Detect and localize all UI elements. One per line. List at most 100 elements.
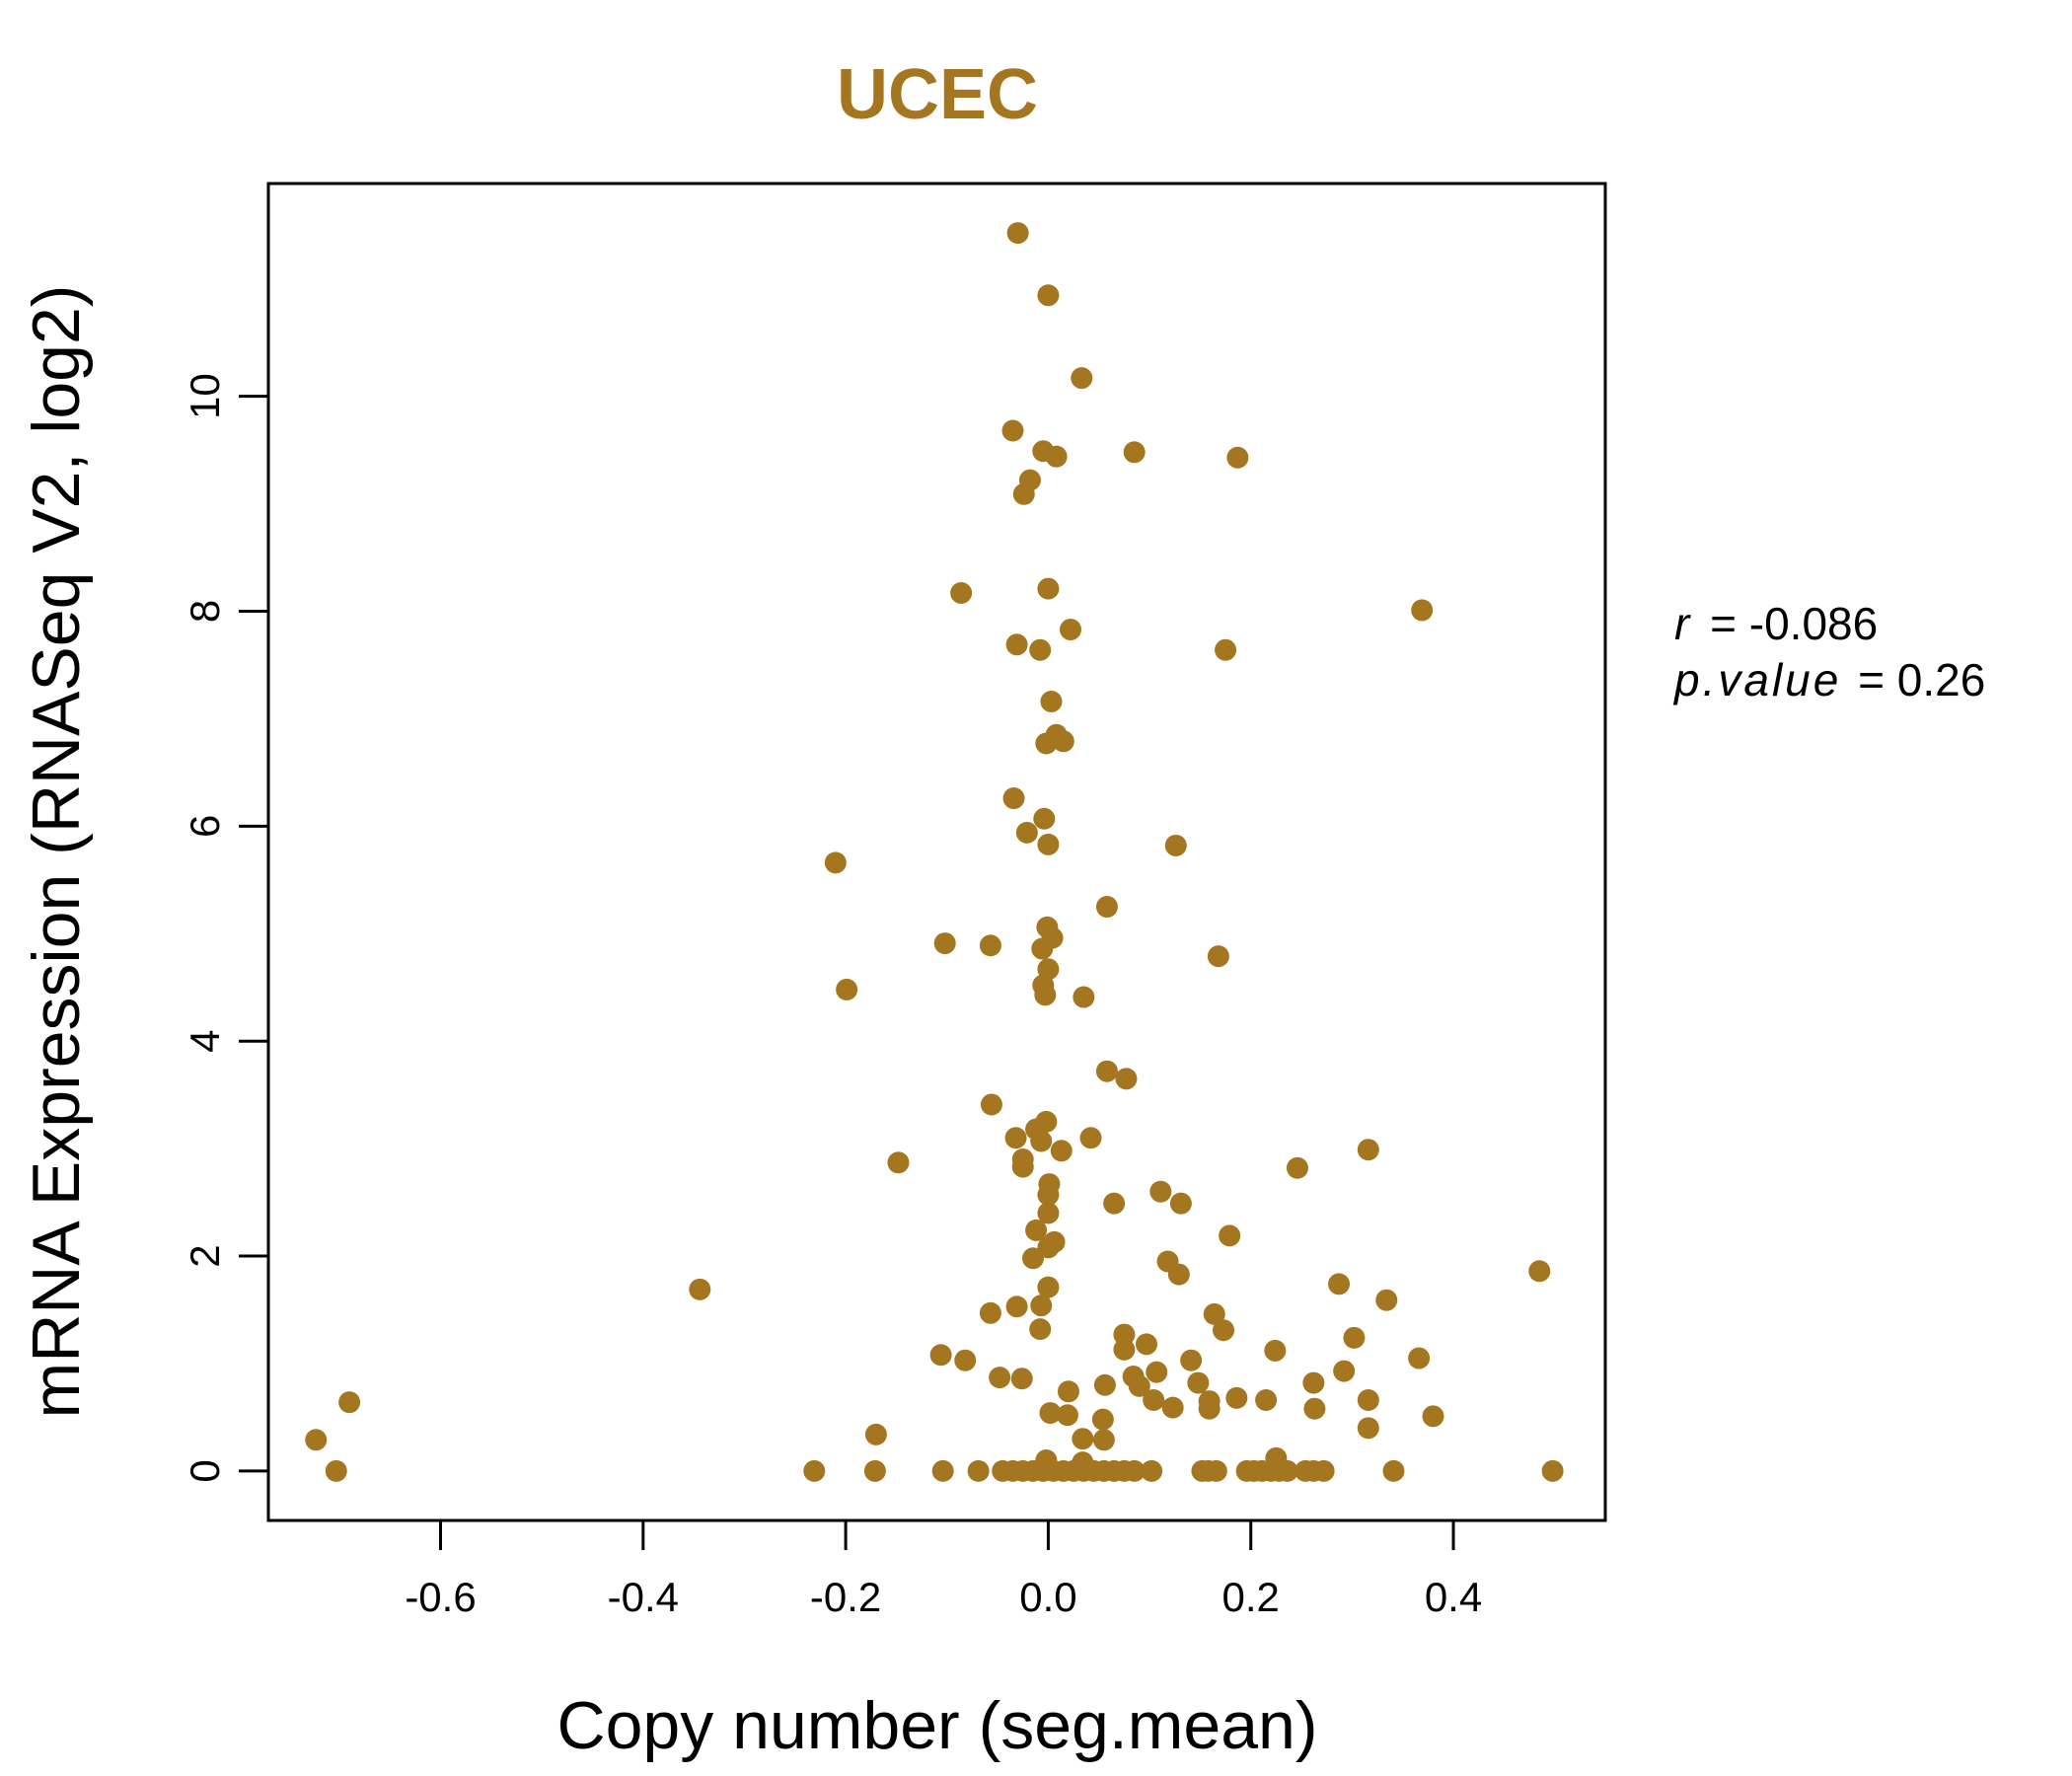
x-tick-label: 0.4 bbox=[1425, 1574, 1482, 1620]
data-point bbox=[1022, 1247, 1045, 1270]
data-point bbox=[1207, 945, 1229, 968]
data-point bbox=[1093, 1373, 1116, 1396]
r-stat: r = -0.086 bbox=[1674, 598, 1878, 649]
data-point bbox=[1128, 1374, 1150, 1397]
data-point bbox=[1091, 1408, 1114, 1431]
data-point bbox=[1001, 419, 1024, 442]
data-point bbox=[929, 1344, 952, 1367]
data-point bbox=[1072, 1451, 1094, 1474]
data-point bbox=[1057, 1380, 1079, 1403]
data-point bbox=[1071, 367, 1093, 390]
data-point bbox=[1198, 1397, 1221, 1420]
x-tick-label: -0.2 bbox=[810, 1574, 881, 1620]
data-point bbox=[931, 1459, 954, 1482]
data-point bbox=[325, 1459, 347, 1482]
y-tick-label: 4 bbox=[182, 1030, 228, 1053]
data-point bbox=[1025, 1219, 1048, 1241]
data-point bbox=[1382, 1459, 1405, 1482]
data-point bbox=[1060, 619, 1081, 641]
data-point bbox=[1375, 1289, 1398, 1311]
data-point bbox=[1095, 1060, 1118, 1082]
data-point bbox=[1103, 1192, 1126, 1215]
data-point bbox=[1010, 1368, 1033, 1390]
data-point bbox=[1180, 1349, 1203, 1371]
chart-title: UCEC bbox=[837, 55, 1038, 134]
y-tick-label: 2 bbox=[182, 1244, 228, 1267]
data-point bbox=[305, 1429, 328, 1451]
data-point bbox=[980, 1093, 1002, 1116]
data-point bbox=[1115, 1068, 1138, 1090]
data-point bbox=[1056, 1404, 1078, 1427]
data-point bbox=[1286, 1156, 1308, 1179]
data-point bbox=[1226, 446, 1249, 469]
data-point bbox=[954, 1349, 977, 1371]
data-point bbox=[1205, 1459, 1227, 1482]
data-point bbox=[1029, 1318, 1052, 1341]
data-point bbox=[1167, 1263, 1190, 1286]
data-point bbox=[863, 1459, 886, 1482]
data-point bbox=[1146, 1361, 1168, 1383]
data-point bbox=[1030, 1130, 1053, 1152]
data-point bbox=[803, 1459, 826, 1482]
y-axis-title: mRNA Expression (RNASeq V2, log2) bbox=[19, 285, 94, 1419]
data-point bbox=[1006, 222, 1029, 245]
data-point bbox=[1073, 986, 1095, 1008]
x-tick-label: 0.0 bbox=[1019, 1574, 1076, 1620]
data-point bbox=[1012, 482, 1035, 505]
data-point bbox=[1011, 1155, 1034, 1178]
data-point bbox=[1092, 1429, 1115, 1451]
data-point bbox=[1005, 1295, 1028, 1318]
data-point bbox=[1149, 1180, 1172, 1203]
data-point bbox=[1113, 1323, 1136, 1346]
data-point bbox=[1033, 807, 1056, 830]
data-point bbox=[1312, 1459, 1335, 1482]
data-points bbox=[305, 222, 1564, 1482]
data-point bbox=[1528, 1260, 1551, 1283]
r-symbol: r bbox=[1674, 598, 1691, 649]
data-point bbox=[1161, 1396, 1184, 1419]
x-tick-label: -0.6 bbox=[405, 1574, 476, 1620]
data-point bbox=[1050, 1140, 1073, 1162]
data-point bbox=[1411, 599, 1434, 622]
data-point bbox=[1037, 833, 1060, 855]
data-point bbox=[1004, 1127, 1027, 1149]
data-point bbox=[1164, 834, 1187, 856]
data-point bbox=[1095, 896, 1118, 919]
data-point bbox=[1031, 937, 1054, 960]
p-stat: p.value = 0.26 bbox=[1672, 654, 1985, 705]
y-axis: 0 2 4 6 8 10 bbox=[182, 373, 270, 1483]
data-point bbox=[1343, 1326, 1366, 1349]
y-tick-label: 0 bbox=[182, 1459, 228, 1482]
data-point bbox=[1541, 1459, 1564, 1482]
data-point bbox=[1040, 691, 1063, 713]
data-point bbox=[1037, 577, 1060, 600]
data-point bbox=[1079, 1127, 1102, 1149]
data-point bbox=[989, 1367, 1011, 1389]
data-point bbox=[1303, 1397, 1326, 1420]
x-tick-label: 0.2 bbox=[1222, 1574, 1280, 1620]
data-point bbox=[864, 1423, 887, 1445]
data-point bbox=[933, 932, 956, 955]
data-point bbox=[1037, 1276, 1060, 1298]
data-point bbox=[1215, 638, 1237, 661]
data-point bbox=[1034, 984, 1057, 1006]
correlation-stats: r = -0.086 p.value = 0.26 bbox=[1672, 598, 1985, 705]
data-point bbox=[1039, 1402, 1062, 1425]
p-value: 0.26 bbox=[1897, 654, 1986, 705]
data-point bbox=[1255, 1389, 1278, 1412]
y-tick-label: 6 bbox=[182, 815, 228, 838]
r-value: -0.086 bbox=[1749, 598, 1878, 649]
data-point bbox=[979, 1301, 1001, 1324]
data-point bbox=[1333, 1360, 1356, 1382]
data-point bbox=[967, 1459, 990, 1482]
data-point bbox=[1037, 284, 1060, 307]
data-point bbox=[1035, 732, 1058, 755]
data-point bbox=[1029, 638, 1052, 661]
data-point bbox=[1135, 1333, 1157, 1356]
data-point bbox=[1123, 441, 1146, 464]
data-point bbox=[1030, 1295, 1053, 1317]
data-point bbox=[1113, 1338, 1136, 1361]
data-point bbox=[1265, 1446, 1288, 1469]
data-point bbox=[338, 1391, 361, 1414]
p-symbol: p.value bbox=[1672, 654, 1841, 705]
